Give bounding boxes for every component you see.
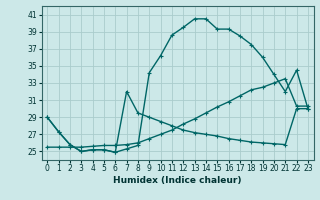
X-axis label: Humidex (Indice chaleur): Humidex (Indice chaleur) (113, 176, 242, 185)
